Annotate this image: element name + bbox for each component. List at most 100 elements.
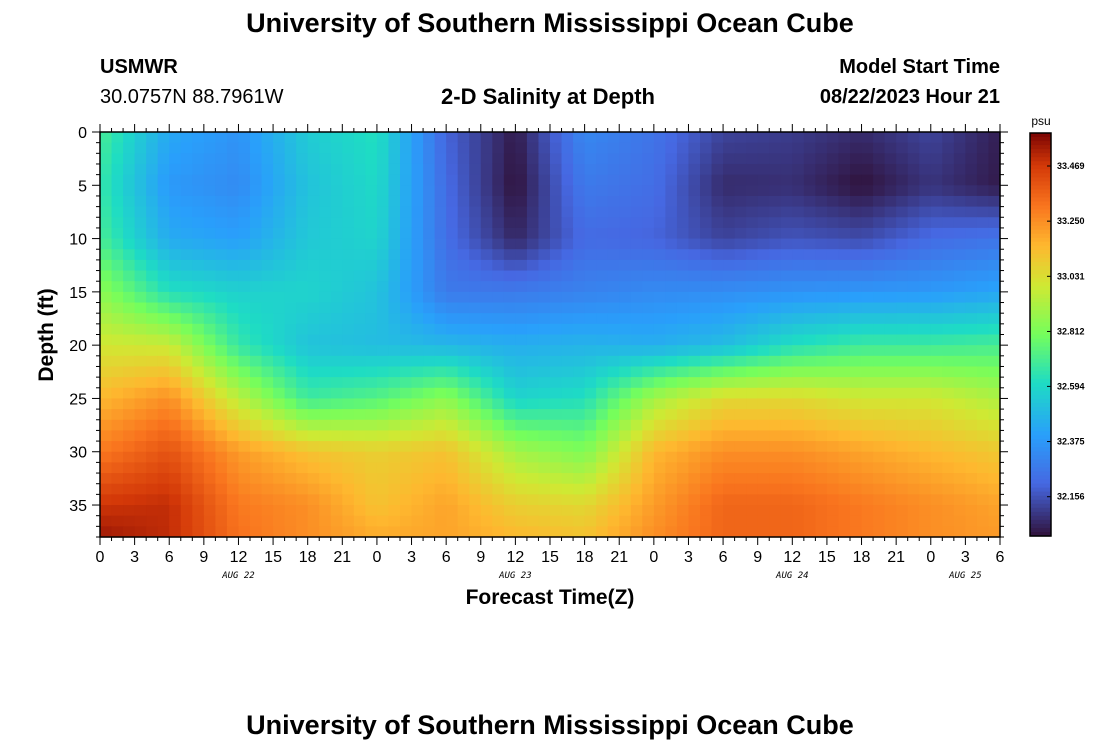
heatmap-cell	[676, 334, 690, 346]
heatmap-cell	[284, 195, 297, 208]
heatmap-cell	[688, 462, 701, 474]
heatmap-cell	[953, 462, 966, 474]
heatmap-cell	[930, 419, 943, 432]
heatmap-cell	[503, 185, 516, 197]
heatmap-cell	[769, 355, 782, 368]
heatmap-cell	[307, 142, 320, 154]
heatmap-cell	[942, 132, 955, 144]
heatmap-cell	[734, 323, 747, 336]
heatmap-cell	[700, 430, 713, 442]
heatmap-cell	[307, 270, 320, 282]
heatmap-cell	[607, 281, 620, 293]
heatmap-cell	[296, 153, 309, 165]
heatmap-cell	[688, 132, 701, 144]
heatmap-cell	[573, 377, 586, 389]
heatmap-cell	[538, 334, 551, 346]
x-tick-label: 9	[476, 549, 485, 566]
heatmap-cell	[353, 526, 366, 538]
heatmap-cell	[838, 153, 851, 165]
heatmap-cell	[353, 281, 366, 293]
heatmap-cell	[123, 185, 136, 197]
heatmap-cell	[826, 387, 840, 400]
heatmap-cell	[665, 462, 678, 474]
heatmap-cell	[919, 515, 932, 527]
heatmap-cell	[123, 323, 136, 336]
heatmap-cell	[238, 270, 251, 282]
heatmap-cell	[250, 355, 263, 368]
heatmap-cell	[746, 462, 759, 474]
heatmap-cell	[111, 142, 124, 154]
heatmap-cell	[792, 526, 805, 538]
heatmap-cell	[296, 313, 309, 325]
heatmap-cell	[203, 451, 216, 463]
heatmap-cell	[111, 270, 124, 282]
heatmap-cell	[146, 419, 159, 432]
heatmap-cell	[353, 259, 366, 272]
heatmap-cell	[976, 345, 990, 357]
heatmap-cell	[342, 355, 355, 368]
heatmap-cell	[492, 259, 505, 272]
heatmap-cell	[342, 174, 355, 186]
heatmap-cell	[884, 451, 897, 463]
heatmap-cell	[111, 227, 124, 240]
heatmap-cell	[976, 206, 990, 218]
heatmap-cell	[169, 174, 182, 186]
heatmap-cell	[757, 377, 770, 389]
heatmap-cell	[838, 494, 851, 506]
x-tick-label: 12	[783, 549, 801, 566]
heatmap-cell	[492, 153, 505, 165]
colorbar-segment	[1030, 298, 1051, 303]
heatmap-cell	[676, 259, 690, 272]
heatmap-cell	[273, 259, 286, 272]
heatmap-cell	[330, 462, 343, 474]
heatmap-cell	[192, 526, 205, 538]
heatmap-cell	[884, 281, 897, 293]
heatmap-cell	[296, 270, 309, 282]
heatmap-cell	[123, 483, 136, 495]
heatmap-cell	[365, 441, 378, 453]
heatmap-cell	[561, 473, 574, 485]
heatmap-cell	[700, 153, 713, 165]
heatmap-cell	[953, 270, 966, 282]
heatmap-cell	[423, 473, 436, 485]
heatmap-cell	[123, 270, 136, 282]
heatmap-cell	[457, 505, 470, 517]
heatmap-cell	[769, 270, 782, 282]
heatmap-cell	[561, 142, 574, 154]
heatmap-cell	[988, 345, 1001, 357]
heatmap-cell	[942, 302, 955, 314]
heatmap-cell	[111, 387, 124, 400]
heatmap-cell	[111, 323, 124, 336]
heatmap-cell	[515, 387, 528, 400]
heatmap-cell	[803, 355, 816, 368]
heatmap-cell	[503, 366, 516, 378]
heatmap-cell	[746, 334, 759, 346]
heatmap-cell	[353, 132, 366, 144]
heatmap-cell	[457, 132, 470, 144]
heatmap-cell	[873, 153, 886, 165]
heatmap-cell	[607, 441, 620, 453]
heatmap-cell	[746, 174, 759, 186]
heatmap-cell	[826, 163, 840, 176]
heatmap-cell	[676, 409, 690, 421]
heatmap-cell	[711, 163, 724, 176]
heatmap-cell	[330, 366, 343, 378]
heatmap-cell	[792, 494, 805, 506]
heatmap-cell	[653, 323, 666, 336]
heatmap-cell	[226, 355, 240, 368]
heatmap-cell	[723, 515, 736, 527]
heatmap-cell	[746, 185, 759, 197]
heatmap-cell	[261, 323, 274, 336]
heatmap-cell	[388, 398, 401, 410]
heatmap-cell	[215, 174, 228, 186]
heatmap-cell	[792, 515, 805, 527]
colorbar-segment	[1030, 318, 1051, 324]
heatmap-cell	[642, 451, 655, 463]
heatmap-cell	[873, 430, 886, 442]
heatmap-cell	[919, 249, 932, 261]
heatmap-cell	[619, 419, 632, 432]
heatmap-cell	[284, 462, 297, 474]
heatmap-cell	[226, 441, 240, 453]
x-tick-label: 21	[887, 549, 905, 566]
heatmap-cell	[284, 281, 297, 293]
